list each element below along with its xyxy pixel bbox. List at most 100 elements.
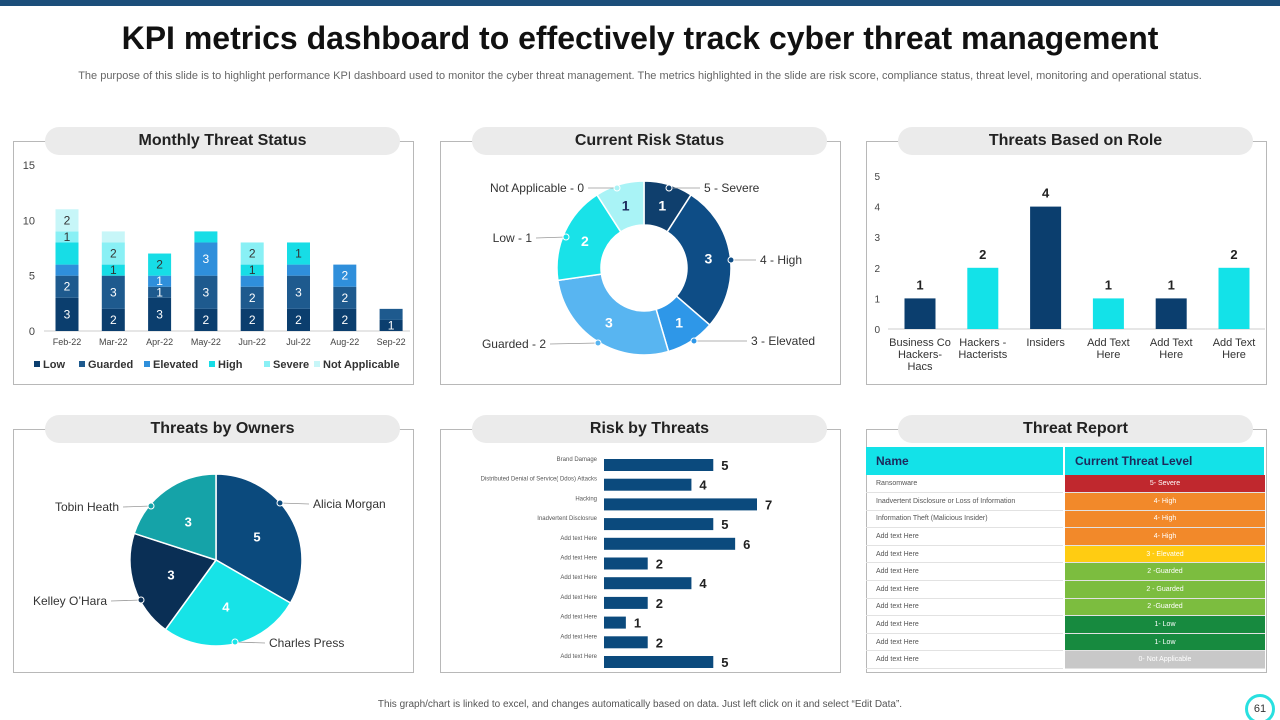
riskthreat-bar-label: 2 bbox=[656, 557, 663, 572]
role-bar bbox=[904, 298, 936, 329]
report-row-name: Add text Here bbox=[866, 650, 1064, 670]
riskthreat-category: Hacking bbox=[575, 496, 597, 502]
monthly-bar-segment bbox=[333, 286, 357, 309]
report-row-name: Add text Here bbox=[866, 633, 1064, 652]
report-row-level: 4- High bbox=[1063, 492, 1265, 511]
owners-pie-value: 4 bbox=[222, 599, 230, 614]
report-row-level: 0- Not Applicable bbox=[1063, 650, 1265, 670]
monthly-bar-label: 3 bbox=[203, 285, 210, 299]
monthly-bar-label: 2 bbox=[341, 313, 348, 327]
report-row: Add text Here 2 -Guarded bbox=[866, 598, 1265, 617]
risk-donut-value: 2 bbox=[581, 233, 589, 249]
report-row-level: 5- Severe bbox=[1063, 475, 1265, 494]
risk-donut-value: 1 bbox=[658, 198, 666, 214]
report-row-level: 2 -Guarded bbox=[1063, 562, 1265, 582]
threat-report-table: Name Current Threat Level Ransomware 5- S… bbox=[866, 447, 1266, 670]
role-xtick: Add Text bbox=[1213, 337, 1256, 349]
monthly-bar-segment bbox=[55, 264, 79, 276]
monthly-bar-segment bbox=[240, 286, 264, 309]
monthly-bar-segment bbox=[287, 308, 310, 331]
owners-slice-label: Alicia Morgan bbox=[313, 497, 386, 511]
report-row-name: Add text Here bbox=[866, 527, 1064, 546]
risk-donut-value: 3 bbox=[704, 251, 712, 267]
owners-title: Threats by Owners bbox=[45, 415, 400, 443]
page-title: KPI metrics dashboard to effectively tra… bbox=[121, 20, 1159, 56]
riskthreat-category: Add text Here bbox=[560, 595, 597, 601]
riskthreat-category: Add text Here bbox=[560, 634, 597, 640]
monthly-bar-segment bbox=[148, 275, 172, 287]
monthly-xtick: Mar-22 bbox=[99, 337, 128, 347]
monthly-bar-label: 3 bbox=[156, 307, 163, 321]
report-row: Add text Here 0- Not Applicable bbox=[866, 650, 1265, 670]
owners-leader-dot bbox=[137, 596, 145, 604]
owners-pie-slice bbox=[129, 532, 218, 631]
monthly-bar-label: 2 bbox=[110, 247, 117, 261]
monthly-bar-segment bbox=[240, 308, 264, 331]
role-bar bbox=[1092, 298, 1124, 329]
monthly-bar-label: 3 bbox=[64, 307, 71, 321]
riskthreat-bar-label: 7 bbox=[765, 497, 772, 512]
monthly-legend-swatch bbox=[314, 361, 320, 367]
owners-leader-line bbox=[234, 641, 266, 644]
monthly-legend-swatch bbox=[144, 361, 150, 367]
monthly-legend-swatch bbox=[209, 361, 215, 367]
riskthreat-bar bbox=[604, 577, 692, 590]
monthly-xtick: May-22 bbox=[191, 337, 221, 347]
role-bar-label: 1 bbox=[1168, 277, 1175, 292]
report-row-level: 2 - Guarded bbox=[1063, 580, 1265, 599]
role-xtick: Hacterists bbox=[958, 349, 1007, 361]
monthly-bar-label: 2 bbox=[341, 291, 348, 305]
risk-slice-label: 3 - Elevated bbox=[751, 334, 815, 348]
report-row: Add text Here 1- Low bbox=[866, 633, 1265, 652]
monthly-bar-segment bbox=[240, 275, 264, 287]
role-xtick: Here bbox=[1222, 349, 1246, 361]
monthly-bar-label: 1 bbox=[295, 247, 302, 261]
report-row-name: Inadvertent Disclosure or Loss of Inform… bbox=[866, 492, 1064, 511]
riskthreat-category: Add text Here bbox=[560, 575, 597, 581]
monthly-xtick: Jun-22 bbox=[238, 337, 266, 347]
role-bar-label: 2 bbox=[1230, 247, 1237, 262]
monthly-bar-segment bbox=[379, 319, 403, 331]
report-row-name: Add text Here bbox=[866, 562, 1064, 582]
top-accent-bar bbox=[0, 0, 1280, 6]
report-row-name: Add text Here bbox=[866, 580, 1064, 599]
monthly-xtick: Jul-22 bbox=[286, 337, 311, 347]
role-ytick: 2 bbox=[874, 264, 880, 275]
role-ytick: 1 bbox=[874, 294, 880, 305]
role-threats-panel bbox=[866, 141, 1267, 385]
monthly-threat-title: Monthly Threat Status bbox=[45, 127, 400, 155]
monthly-bar-label: 3 bbox=[110, 285, 117, 299]
riskthreat-bar bbox=[604, 459, 714, 471]
riskthreat-bar bbox=[604, 498, 757, 511]
risk-donut-slice bbox=[557, 273, 670, 356]
monthly-ytick: 10 bbox=[23, 215, 35, 227]
role-bar bbox=[967, 267, 999, 329]
monthly-bar-label: 2 bbox=[110, 313, 117, 327]
monthly-bar-label: 2 bbox=[64, 213, 71, 227]
page-number: 61 bbox=[1245, 694, 1275, 720]
report-row-name: Information Theft (Malicious Insider) bbox=[866, 510, 1064, 529]
owners-leader-dot bbox=[276, 499, 284, 507]
monthly-bar-segment bbox=[194, 308, 218, 331]
report-row-level: 1- Low bbox=[1063, 633, 1265, 652]
monthly-bar-segment bbox=[333, 264, 357, 287]
monthly-bar-label: 2 bbox=[249, 291, 256, 305]
monthly-bar-segment bbox=[287, 242, 310, 265]
risk-leader-line bbox=[549, 342, 599, 345]
riskthreat-category: Brand Damage bbox=[557, 457, 598, 463]
monthly-bar-segment bbox=[101, 275, 125, 309]
risk-slice-label: Not Applicable - 0 bbox=[490, 181, 584, 195]
report-header-row: Name Current Threat Level bbox=[866, 447, 1266, 475]
role-bar bbox=[1030, 206, 1062, 329]
role-xtick: Here bbox=[1096, 349, 1120, 361]
monthly-legend-label: Severe bbox=[273, 359, 309, 371]
report-row: Inadvertent Disclosure or Loss of Inform… bbox=[866, 492, 1265, 511]
riskthreat-bar bbox=[604, 656, 714, 668]
report-row: Add text Here 4- High bbox=[866, 527, 1265, 546]
report-row-name: Add text Here bbox=[866, 615, 1064, 634]
risk-leader-dot bbox=[665, 184, 673, 192]
riskthreat-bar-label: 5 bbox=[721, 655, 728, 670]
risk-leader-dot bbox=[727, 256, 735, 264]
riskthreat-bar-label: 5 bbox=[721, 458, 728, 473]
